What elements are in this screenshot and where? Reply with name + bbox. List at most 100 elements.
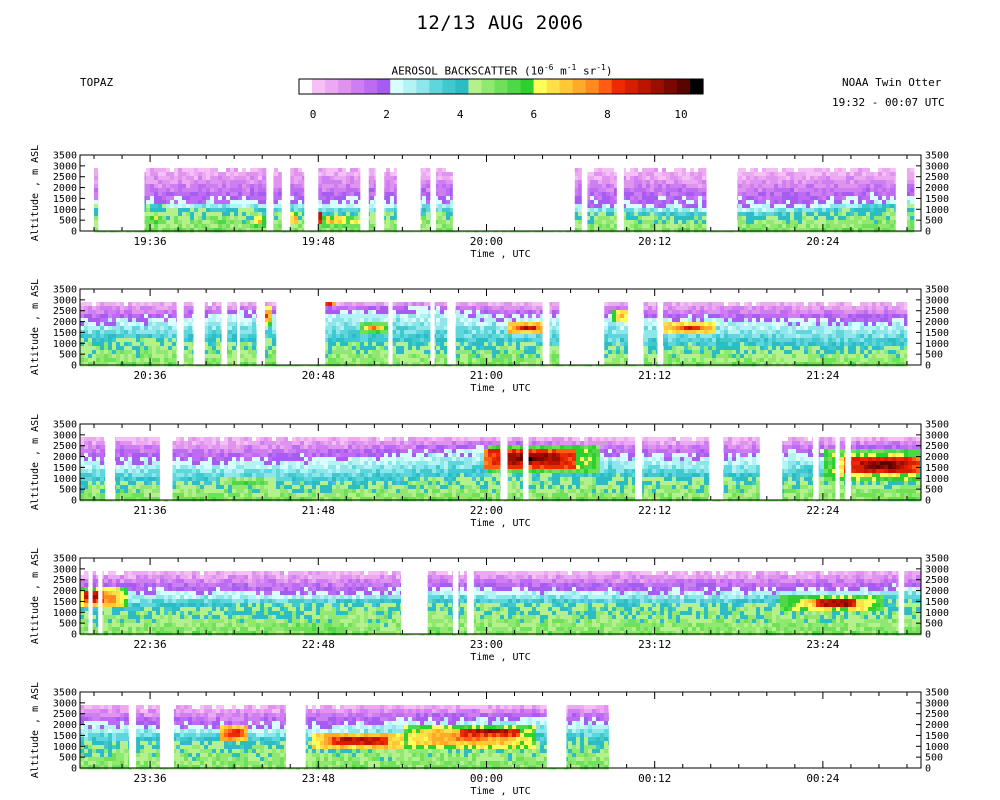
backscatter-cell: [254, 168, 259, 173]
backscatter-cell: [348, 354, 353, 359]
backscatter-cell: [332, 318, 337, 323]
backscatter-cell: [650, 216, 655, 221]
backscatter-cell: [766, 224, 771, 229]
backscatter-cell: [578, 228, 583, 233]
backscatter-cell: [638, 224, 643, 229]
backscatter-cell: [328, 314, 333, 319]
backscatter-cell: [758, 196, 763, 201]
backscatter-cell: [606, 176, 611, 181]
backscatter-cell: [254, 204, 259, 209]
backscatter-cell: [340, 358, 345, 363]
backscatter-cell: [244, 314, 249, 319]
backscatter-cell: [268, 362, 273, 367]
backscatter-cell: [778, 180, 783, 185]
backscatter-cell: [442, 220, 447, 225]
backscatter-cell: [186, 220, 191, 225]
backscatter-cell: [698, 192, 703, 197]
backscatter-cell: [450, 204, 455, 209]
backscatter-cell: [416, 362, 421, 367]
backscatter-cell: [212, 310, 217, 315]
backscatter-cell: [140, 342, 145, 347]
backscatter-cell: [350, 204, 355, 209]
backscatter-cell: [674, 188, 679, 193]
backscatter-cell: [250, 172, 255, 177]
backscatter-cell: [340, 326, 345, 331]
backscatter-cell: [330, 176, 335, 181]
backscatter-cell: [634, 172, 639, 177]
backscatter-cell: [324, 334, 329, 339]
colorbar-swatch: [689, 79, 704, 94]
backscatter-cell: [686, 192, 691, 197]
backscatter-cell: [456, 358, 461, 363]
backscatter-cell: [394, 200, 399, 205]
backscatter-cell: [302, 212, 307, 217]
backscatter-cell: [96, 338, 101, 343]
backscatter-cell: [794, 188, 799, 193]
backscatter-cell: [386, 192, 391, 197]
y-tick-label: 500: [59, 216, 77, 227]
data-gap: [616, 155, 624, 231]
backscatter-cell: [322, 176, 327, 181]
backscatter-cell: [268, 342, 273, 347]
backscatter-cell: [460, 302, 465, 307]
backscatter-cell: [750, 228, 755, 233]
backscatter-cell: [838, 220, 843, 225]
backscatter-cell: [658, 168, 663, 173]
backscatter-cell: [190, 212, 195, 217]
backscatter-cell: [698, 204, 703, 209]
backscatter-cell: [822, 168, 827, 173]
backscatter-cell: [346, 168, 351, 173]
backscatter-cell: [890, 196, 895, 201]
backscatter-cell: [818, 176, 823, 181]
backscatter-cell: [866, 200, 871, 205]
backscatter-cell: [422, 184, 427, 189]
backscatter-cell: [424, 358, 429, 363]
backscatter-cell: [878, 212, 883, 217]
backscatter-cell: [814, 216, 819, 221]
backscatter-cell: [352, 338, 357, 343]
backscatter-cell: [766, 184, 771, 189]
backscatter-cell: [150, 168, 155, 173]
backscatter-cell: [460, 314, 465, 319]
backscatter-cell: [148, 322, 153, 327]
backscatter-cell: [368, 334, 373, 339]
backscatter-cell: [222, 180, 227, 185]
backscatter-cell: [578, 204, 583, 209]
backscatter-cell: [302, 208, 307, 213]
backscatter-cell: [166, 204, 171, 209]
backscatter-cell: [790, 184, 795, 189]
backscatter-cell: [444, 326, 449, 331]
backscatter-cell: [650, 180, 655, 185]
colorbar-swatch: [598, 79, 613, 94]
backscatter-cell: [738, 216, 743, 221]
backscatter-cell: [702, 204, 707, 209]
backscatter-cell: [762, 188, 767, 193]
backscatter-cell: [364, 338, 369, 343]
backscatter-cell: [108, 318, 113, 323]
backscatter-cell: [104, 310, 109, 315]
backscatter-cell: [380, 358, 385, 363]
backscatter-cell: [164, 346, 169, 351]
backscatter-cell: [782, 208, 787, 213]
backscatter-cell: [252, 346, 257, 351]
backscatter-cell: [686, 180, 691, 185]
backscatter-cell: [630, 196, 635, 201]
backscatter-cell: [186, 188, 191, 193]
backscatter-cell: [162, 196, 167, 201]
backscatter-cell: [120, 350, 125, 355]
backscatter-cell: [754, 196, 759, 201]
backscatter-cell: [262, 208, 267, 213]
backscatter-cell: [782, 200, 787, 205]
backscatter-cell: [164, 322, 169, 327]
backscatter-cell: [758, 228, 763, 233]
backscatter-cell: [246, 192, 251, 197]
backscatter-cell: [754, 200, 759, 205]
backscatter-cell: [690, 224, 695, 229]
backscatter-cell: [152, 330, 157, 335]
backscatter-cell: [376, 330, 381, 335]
backscatter-cell: [674, 168, 679, 173]
backscatter-cell: [168, 338, 173, 343]
backscatter-cell: [438, 188, 443, 193]
backscatter-cell: [350, 180, 355, 185]
backscatter-cell: [242, 216, 247, 221]
